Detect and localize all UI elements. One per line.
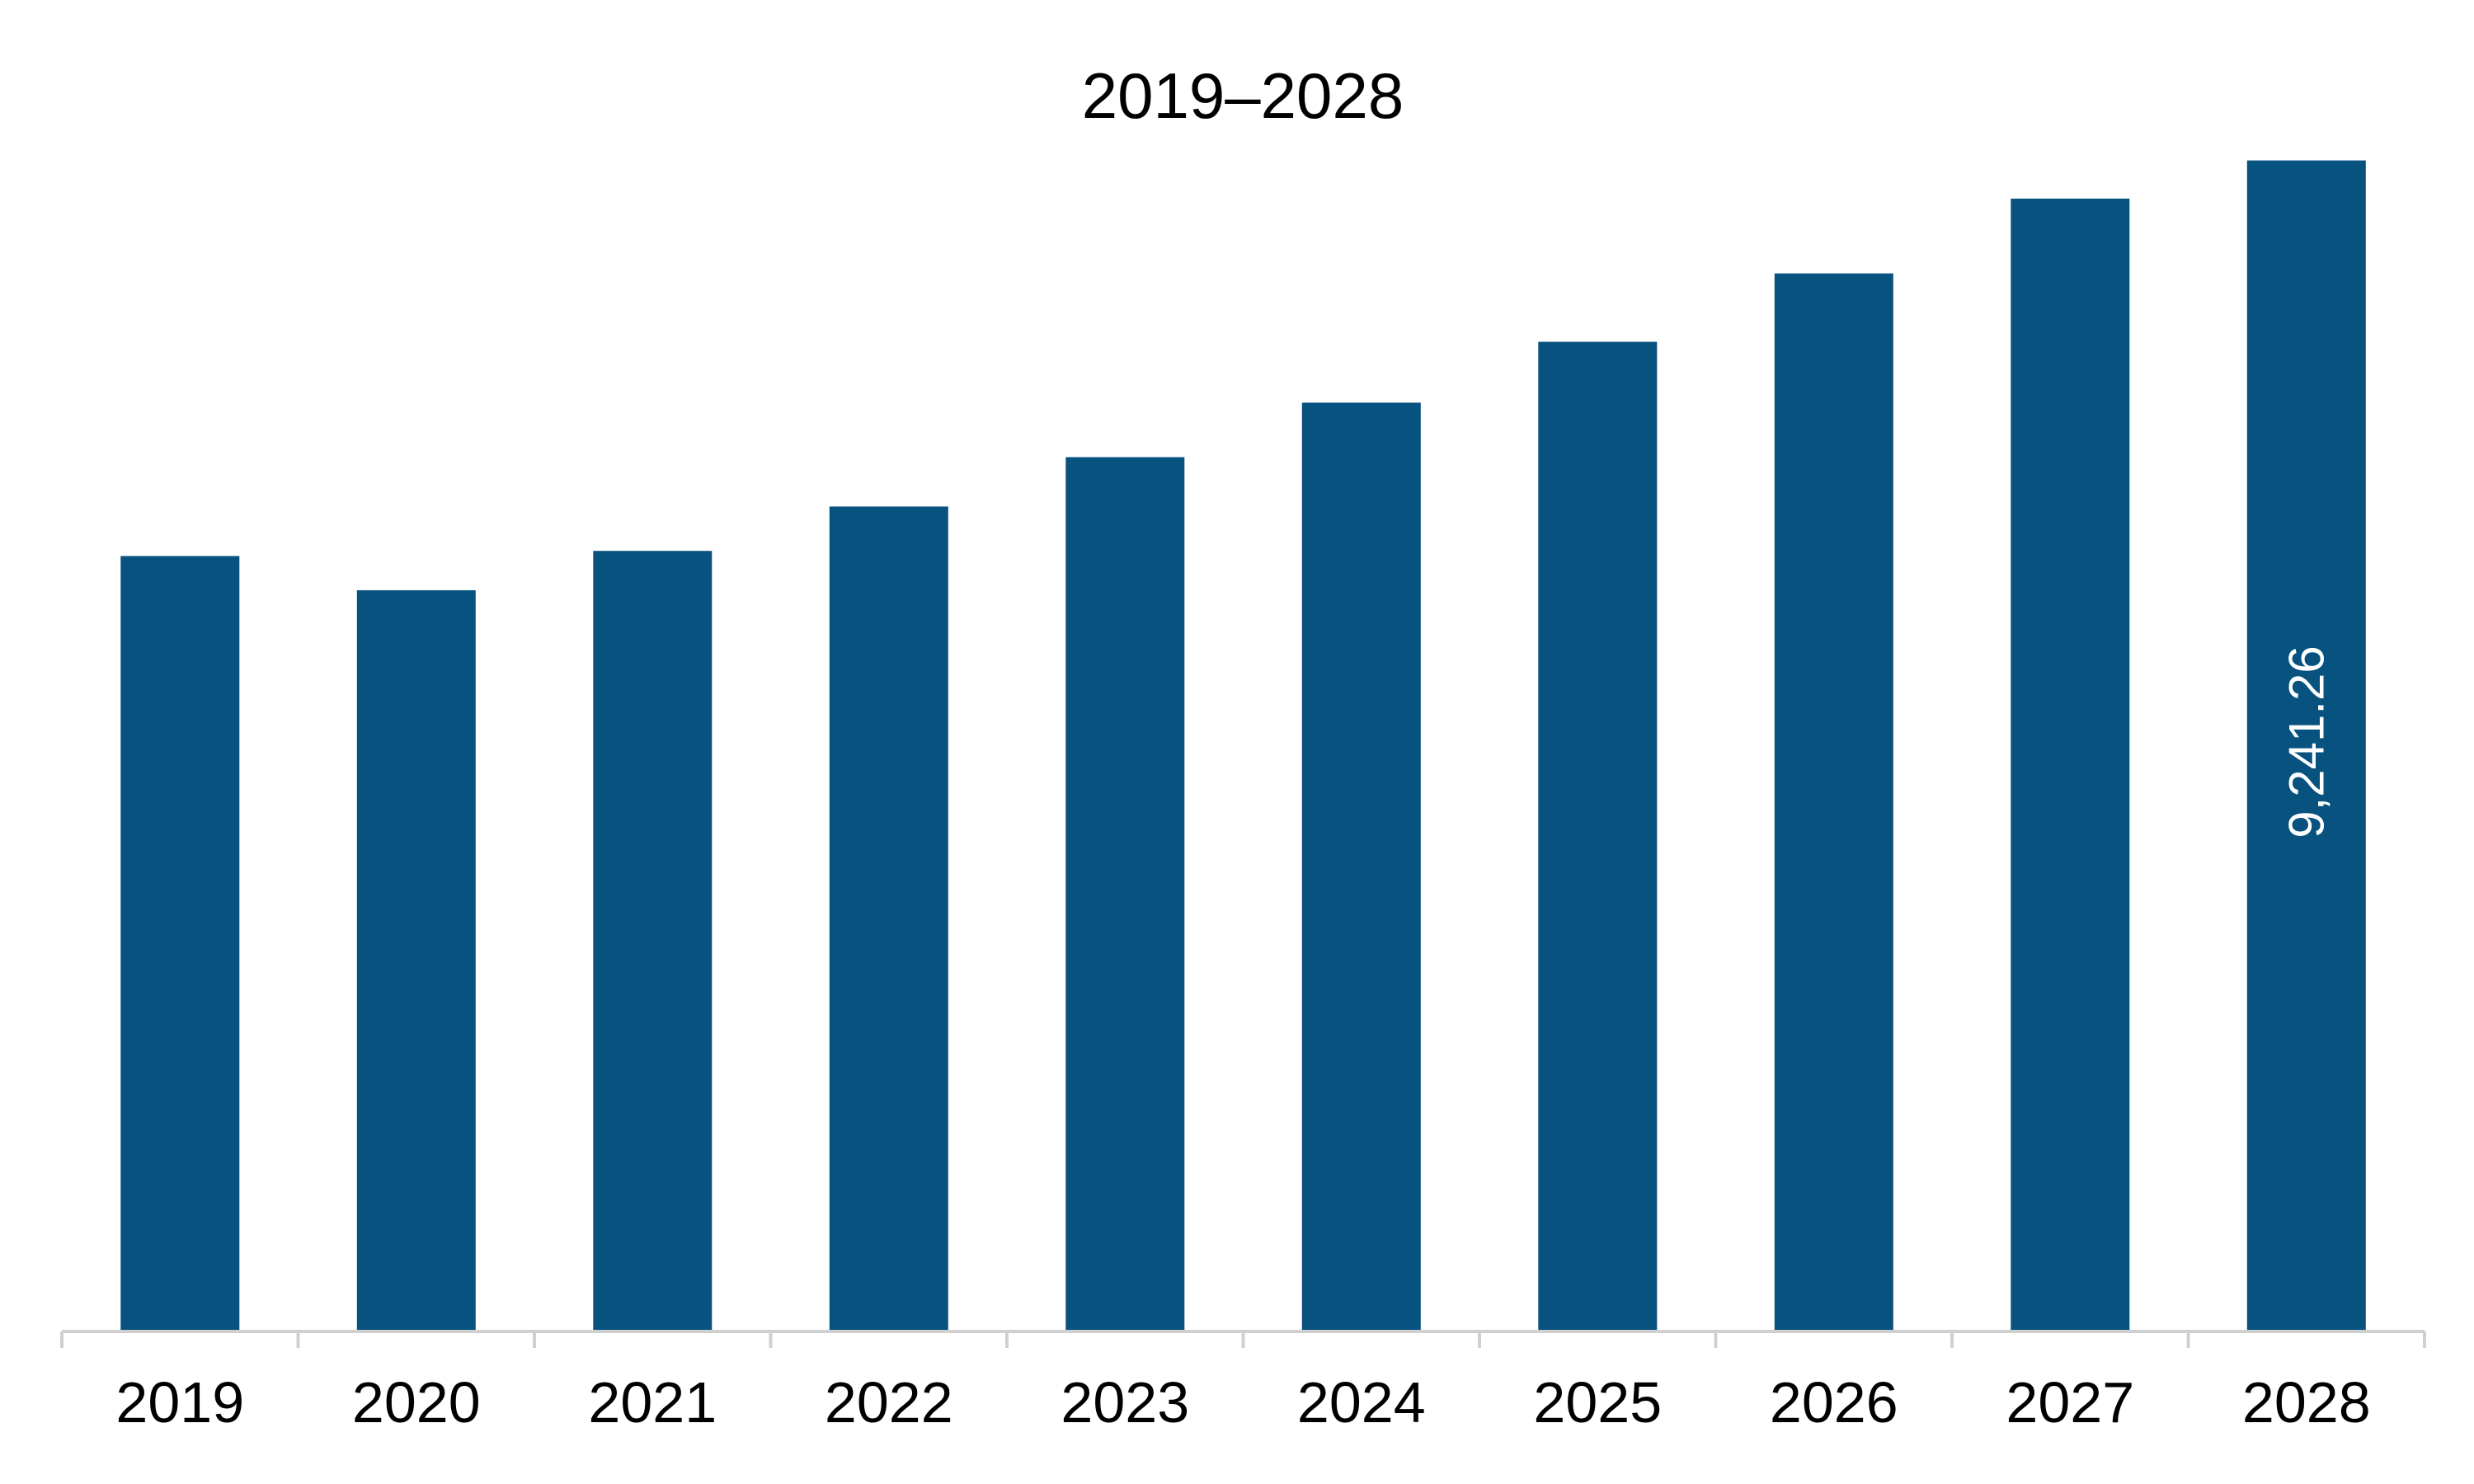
x-tick-label-2023: 2023 [1061, 1370, 1189, 1435]
x-axis-tick-labels: 2019 2020 2021 2022 2023 2024 2025 2026 2027 2028 [115, 1370, 2370, 1435]
x-tick-label-2025: 2025 [1533, 1370, 1662, 1435]
bar-2022 [829, 506, 948, 1331]
bar-2020 [356, 589, 476, 1331]
data-label-2028: 9,241.26 [2279, 646, 2334, 838]
bar-2021 [593, 551, 713, 1331]
x-tick-label-2021: 2021 [588, 1370, 717, 1435]
x-tick-label-2024: 2024 [1297, 1370, 1426, 1435]
bar-2027 [2011, 198, 2130, 1331]
chart-title: 2019–2028 [1082, 59, 1404, 132]
x-tick-label-2028: 2028 [2242, 1370, 2371, 1435]
data-labels-group: 9,241.26 [2279, 646, 2334, 838]
bar-2025 [1538, 341, 1658, 1332]
x-tick-label-2022: 2022 [825, 1370, 953, 1435]
bars-group [120, 160, 2366, 1332]
x-tick-label-2026: 2026 [1770, 1370, 1898, 1435]
bar-2028 [2246, 160, 2366, 1332]
bar-2026 [1774, 273, 1893, 1332]
bar-2024 [1301, 402, 1421, 1331]
bar-2019 [120, 556, 240, 1331]
x-axis [60, 1330, 2426, 1348]
bar-2023 [1065, 457, 1185, 1331]
x-tick-label-2027: 2027 [2006, 1370, 2134, 1435]
x-tick-label-2020: 2020 [352, 1370, 481, 1435]
x-tick-label-2019: 2019 [115, 1370, 244, 1435]
